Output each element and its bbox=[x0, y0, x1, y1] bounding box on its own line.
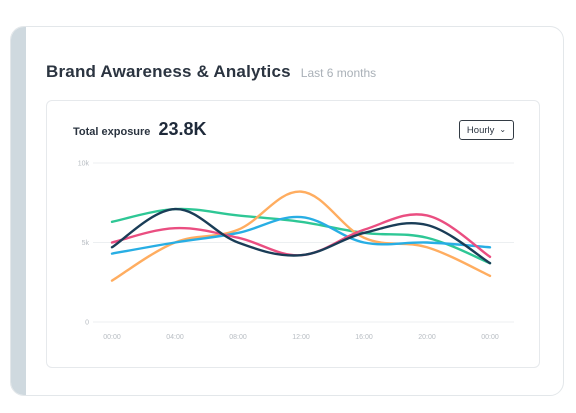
series-line-1 bbox=[110, 190, 492, 282]
x-tick-label: 08:00 bbox=[229, 334, 247, 341]
stat-label: Total exposure bbox=[73, 126, 151, 138]
chevron-down-icon: ⌄ bbox=[499, 125, 507, 134]
x-tick-label: 12:00 bbox=[292, 334, 310, 341]
x-tick-label: 20:00 bbox=[418, 334, 436, 341]
card-side-accent bbox=[11, 27, 26, 395]
x-tick-label: 16:00 bbox=[355, 334, 373, 341]
y-tick-label: 5k bbox=[82, 240, 90, 247]
series-line-2 bbox=[110, 215, 492, 255]
interval-dropdown-value: Hourly bbox=[466, 124, 495, 136]
card-header: Brand Awareness & Analytics Last 6 month… bbox=[46, 62, 376, 82]
y-tick-label: 0 bbox=[85, 320, 89, 327]
x-tick-label: 00:00 bbox=[481, 334, 499, 341]
card-title: Brand Awareness & Analytics bbox=[46, 62, 291, 81]
stat-value: 23.8K bbox=[158, 119, 207, 139]
interval-dropdown[interactable]: Hourly ⌄ bbox=[459, 120, 514, 140]
x-tick-label: 04:00 bbox=[166, 334, 184, 341]
y-tick-label: 10k bbox=[78, 161, 90, 168]
series-line-4 bbox=[110, 207, 492, 265]
card-subtitle: Last 6 months bbox=[300, 66, 377, 80]
total-exposure-stat: Total exposure 23.8K bbox=[73, 119, 206, 140]
x-tick-label: 00:00 bbox=[103, 334, 121, 341]
